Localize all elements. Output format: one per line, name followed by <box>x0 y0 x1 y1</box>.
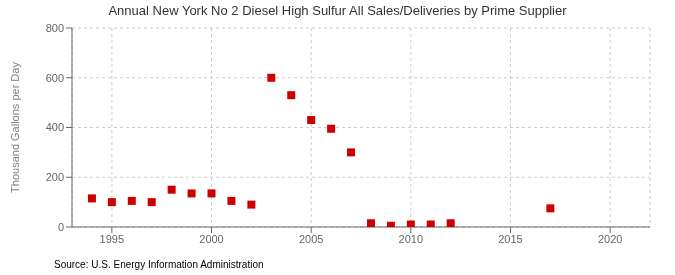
svg-text:2020: 2020 <box>598 233 622 245</box>
svg-text:800: 800 <box>46 22 64 34</box>
svg-text:Thousand Gallons per Day: Thousand Gallons per Day <box>9 62 21 193</box>
svg-text:2010: 2010 <box>399 233 423 245</box>
svg-text:200: 200 <box>46 171 64 183</box>
svg-text:600: 600 <box>46 72 64 84</box>
html-text:Annual New York No 2 Diesel Hi: Annual New York No 2 Diesel High Sulfur … <box>108 3 567 18</box>
svg-text:400: 400 <box>46 121 64 133</box>
svg-text:2000: 2000 <box>199 233 223 245</box>
svg-text:0: 0 <box>58 221 64 233</box>
html-text:Source: U.S. Energy Informatio: Source: U.S. Energy Information Administ… <box>54 259 264 270</box>
svg-text:2005: 2005 <box>299 233 323 245</box>
svg-text:1995: 1995 <box>100 233 124 245</box>
svg-text:2015: 2015 <box>498 233 522 245</box>
